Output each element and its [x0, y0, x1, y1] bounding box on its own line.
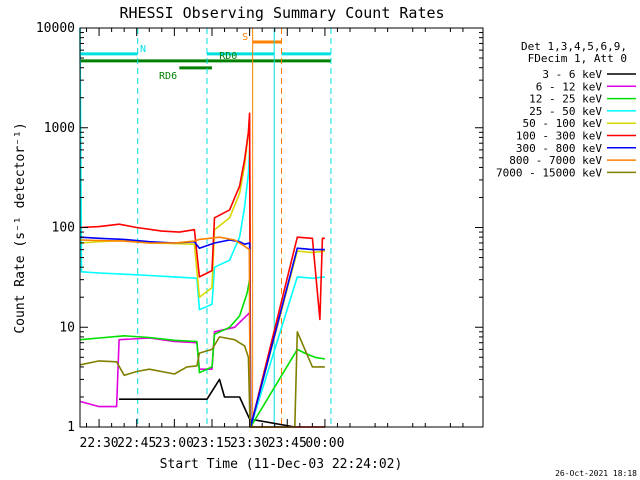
legend-header: Det 1,3,4,5,6,9,	[521, 40, 627, 53]
legend-entry-label: 100 - 300 keV	[516, 130, 602, 143]
x-tick-label: 23:00	[155, 436, 194, 451]
flag-label-rd0: RD0	[219, 51, 237, 62]
series-line-300-800-kev	[80, 236, 325, 428]
legend-entry-label: 7000 - 15000 keV	[496, 166, 602, 179]
x-tick-label: 23:30	[230, 436, 269, 451]
legend-entry-label: 300 - 800 keV	[516, 142, 602, 155]
legend-entry-label: 6 - 12 keV	[536, 80, 603, 93]
flag-bars: N S RD0 RD6	[80, 32, 331, 82]
flag-label-n: N	[140, 44, 146, 55]
series-line-12-25-kev	[80, 278, 326, 428]
timestamp: 26-Oct-2021 18:18	[555, 469, 637, 478]
flag-label-rd6: RD6	[159, 71, 177, 82]
x-tick-label: 23:45	[268, 436, 307, 451]
y-axis-label: Count Rate (s⁻¹ detector⁻¹)	[13, 122, 28, 333]
y-tick-label: 10	[59, 320, 75, 335]
x-tick-label: 22:45	[117, 436, 156, 451]
legend-entry-label: 50 - 100 keV	[523, 117, 603, 130]
legend: Det 1,3,4,5,6,9,FDecim 1, Att 0 3 - 6 keV…	[496, 40, 636, 179]
x-axis-label: Start Time (11-Dec-03 22:24:02)	[160, 457, 403, 472]
x-tick-label: 23:15	[192, 436, 231, 451]
chart-title: RHESSI Observing Summary Count Rates	[119, 4, 444, 22]
y-tick-label: 1000	[44, 121, 75, 136]
legend-header: FDecim 1, Att 0	[528, 52, 627, 65]
vertical-markers	[137, 28, 332, 427]
series-line-3-6-kev	[119, 378, 325, 428]
legend-entry-label: 12 - 25 keV	[529, 93, 602, 106]
y-tick-label: 1	[67, 420, 75, 435]
y-axis: 1 10 100 1000 10000	[36, 21, 483, 435]
y-tick-label: 10000	[36, 21, 75, 36]
flag-label-s: S	[242, 32, 248, 43]
legend-entry-label: 3 - 6 keV	[542, 68, 602, 81]
series-line-100-300-kev	[80, 112, 325, 428]
y-tick-label: 100	[52, 221, 75, 236]
legend-entry-label: 25 - 50 keV	[529, 105, 602, 118]
legend-entry-label: 800 - 7000 keV	[509, 154, 602, 167]
x-tick-label: 00:00	[305, 436, 344, 451]
x-tick-label: 22:30	[80, 436, 119, 451]
